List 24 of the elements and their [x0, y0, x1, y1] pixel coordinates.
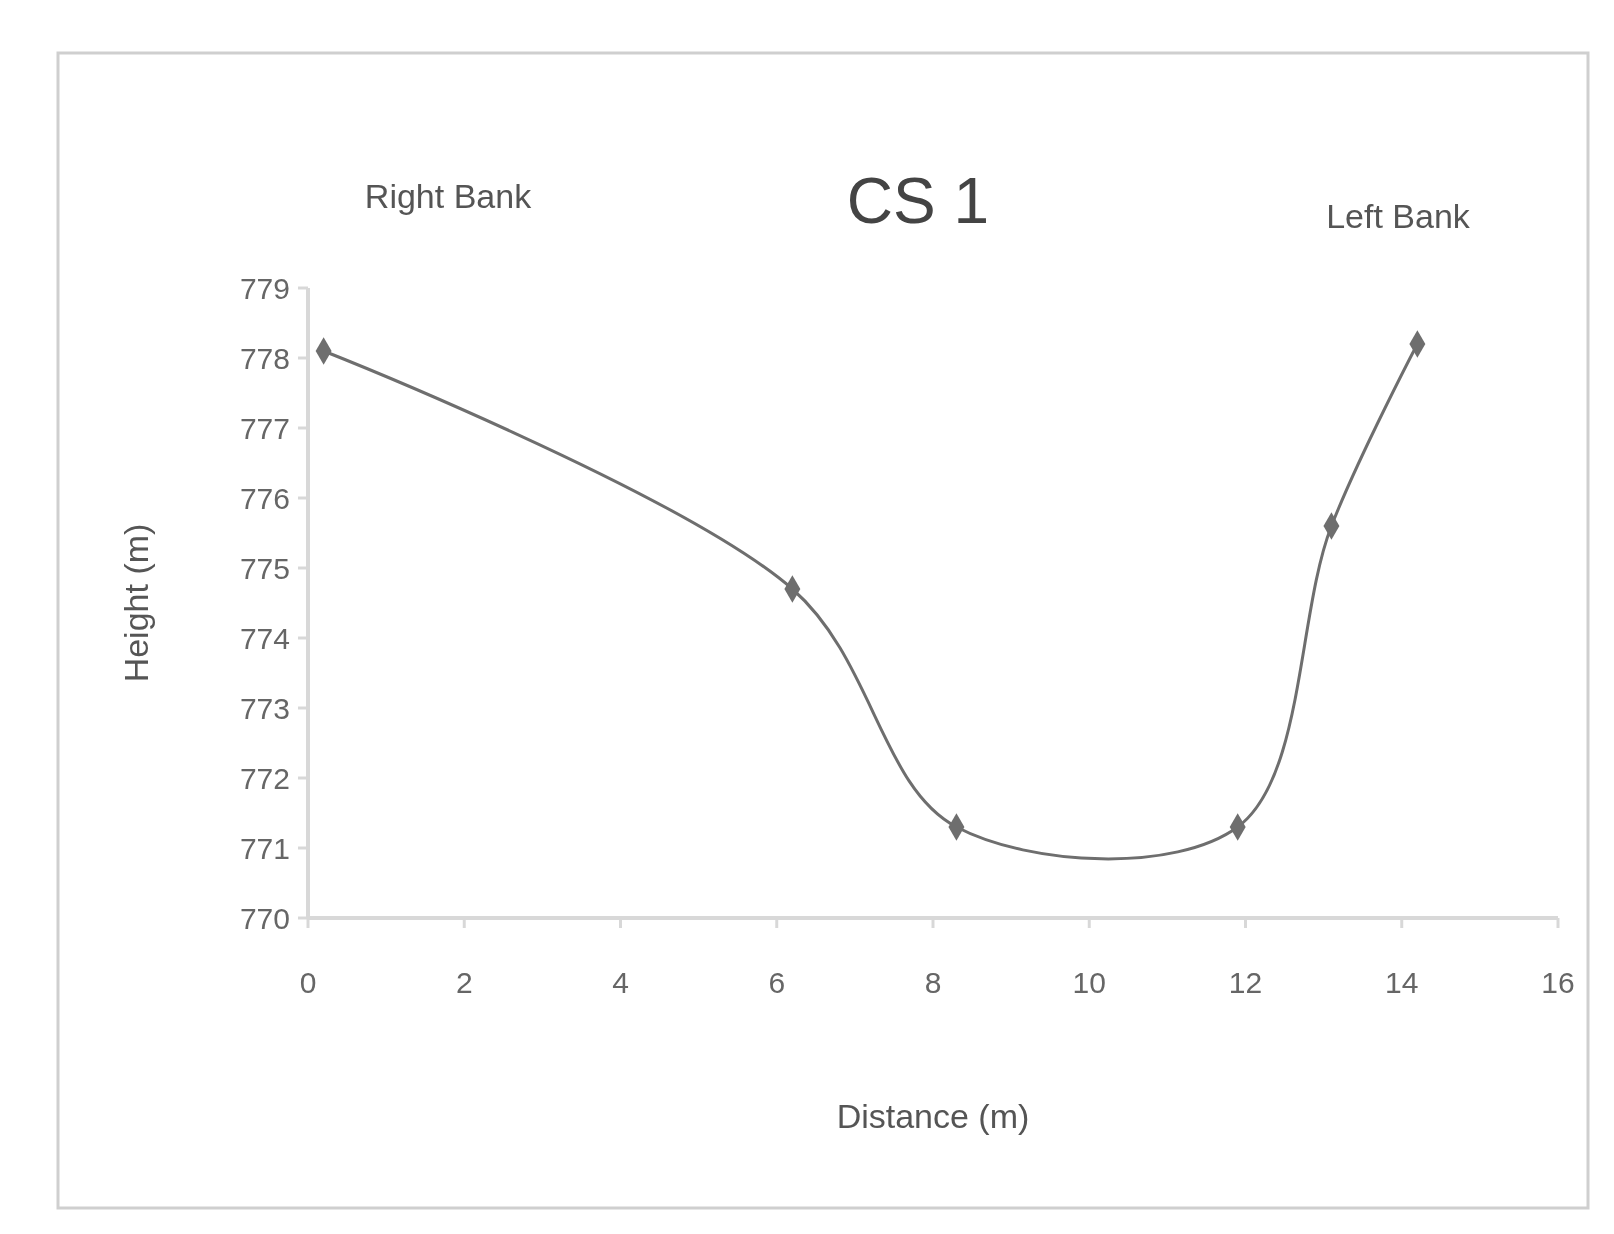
x-tick-label: 16 [1541, 966, 1575, 999]
y-tick-label: 777 [239, 411, 290, 445]
y-tick-label: 773 [239, 691, 290, 725]
y-tick-label: 779 [239, 271, 290, 305]
y-tick-label: 776 [239, 481, 290, 515]
chart-title: CS 1 [846, 165, 990, 237]
y-tick-label: 778 [239, 341, 290, 375]
x-tick-label: 2 [455, 966, 473, 999]
text: Right Bank [364, 177, 533, 215]
x-tick-label: 12 [1228, 966, 1263, 999]
y-tick-label: 771 [239, 831, 290, 865]
x-axis-title: Distance (m) [836, 1097, 1030, 1135]
text: Left Bank [1326, 197, 1471, 235]
x-tick-label: 14 [1385, 966, 1419, 999]
y-tick-label: 770 [239, 901, 290, 935]
y-tick-label: 774 [239, 621, 290, 655]
x-tick-label: 0 [299, 966, 317, 999]
y-tick-label: 772 [239, 761, 290, 795]
x-tick-label: 4 [612, 966, 629, 999]
x-tick-label: 8 [924, 966, 942, 999]
x-tick-label: 6 [768, 966, 786, 999]
y-axis-title: Height (m) [117, 523, 155, 683]
y-tick-label: 775 [239, 551, 290, 585]
x-tick-label: 10 [1072, 966, 1106, 999]
